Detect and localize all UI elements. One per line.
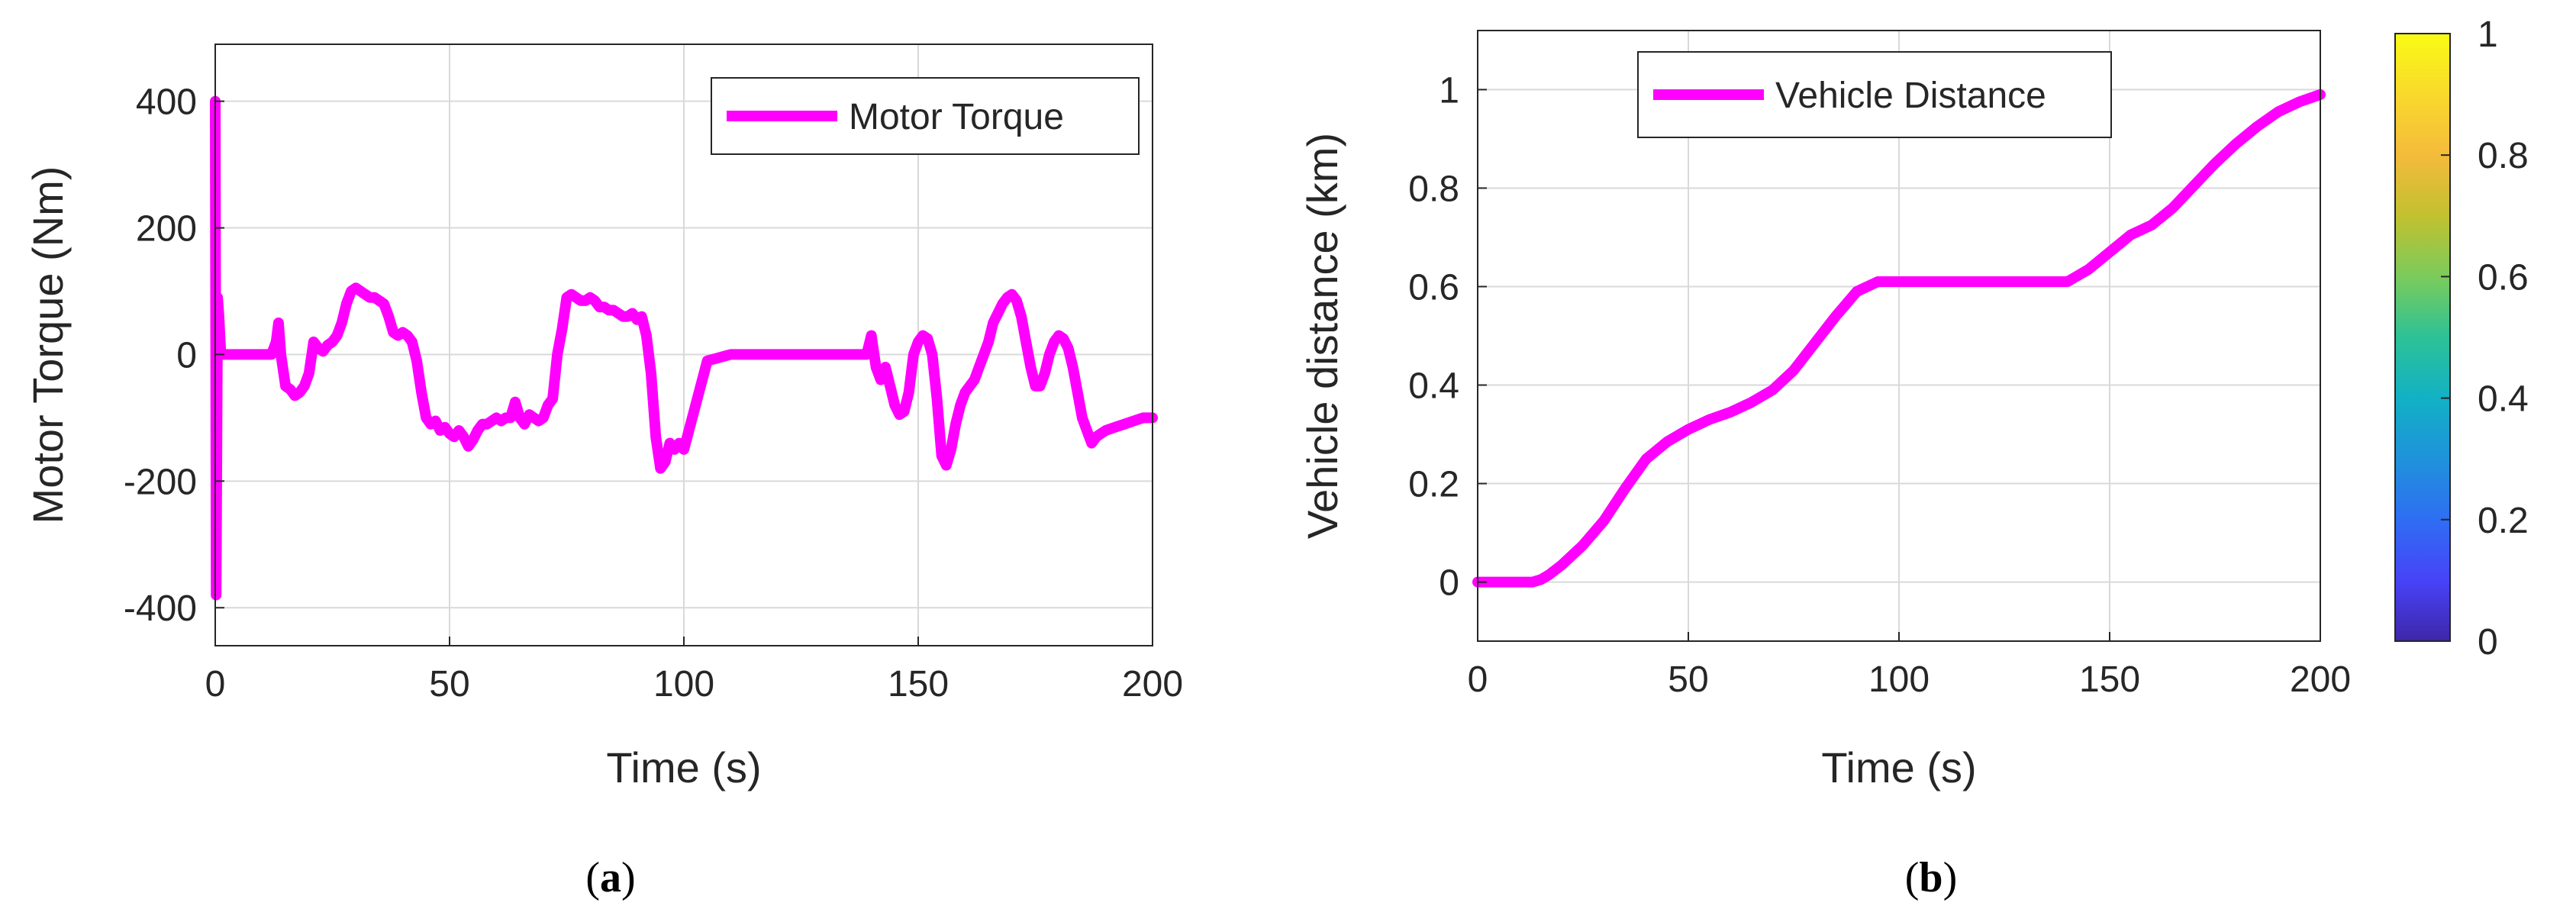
y-tick-label: 0.4 [1408, 366, 1459, 407]
y-tick-label: 0 [1439, 563, 1459, 604]
x-axis-label: Time (s) [1821, 743, 1976, 791]
x-axis-label: Time (s) [606, 743, 761, 791]
y-tick-label: 0.2 [1408, 465, 1459, 505]
y-tick-label: 0 [176, 335, 197, 376]
panel-caption: (a) [585, 854, 635, 901]
y-tick-label: 0.8 [1408, 169, 1459, 209]
y-tick-label: 0.6 [1408, 267, 1459, 308]
y-tick-label: 200 [136, 209, 197, 250]
colorbar-tick-label: 0.2 [2478, 501, 2529, 541]
x-tick-label: 150 [888, 664, 949, 704]
x-tick-label: 0 [205, 664, 226, 704]
legend: Motor Torque [711, 77, 1140, 155]
panel-caption: (b) [1905, 854, 1957, 901]
x-tick-label: 200 [2290, 659, 2351, 700]
legend-entry-label: Motor Torque [849, 97, 1064, 137]
x-tick-label: 50 [429, 664, 469, 704]
y-tick-label: -200 [124, 462, 197, 502]
y-tick-label: -400 [124, 588, 197, 629]
panel-b: 0 50 100 150 200 0 0.2 0.4 0.6 0.8 1 Time (s) Vehicl… [1298, 30, 2351, 901]
x-tick-label: 100 [1868, 659, 1930, 700]
legend-entry-label: Vehicle Distance [1775, 76, 2046, 116]
series-line-0 [210, 95, 1158, 601]
colorbar-gradient [2394, 33, 2451, 642]
colorbar-tick-label: 1 [2478, 15, 2498, 55]
x-tick-label: 0 [1468, 659, 1488, 700]
x-tick-label: 50 [1668, 659, 1708, 700]
x-tick-label: 100 [653, 664, 714, 704]
colorbar-tick-label: 0.6 [2478, 257, 2529, 298]
y-tick-label: 1 [1439, 70, 1459, 111]
colorbar-tick-label: 0.8 [2478, 136, 2529, 176]
panel-a: 0 50 100 150 200 -400 -200 0 200 400 Time (s) Motor… [24, 44, 1183, 901]
series-line-0 [1472, 89, 2326, 588]
y-axis-label: Vehicle distance (km) [1298, 133, 1346, 539]
legend: Vehicle Distance [1637, 51, 2112, 138]
y-tick-label: 400 [136, 82, 197, 123]
x-tick-label: 150 [2079, 659, 2140, 700]
colorbar-tick-label: 0.4 [2478, 379, 2529, 420]
y-axis-label: Motor Torque (Nm) [24, 166, 72, 524]
colorbar: 0 0.2 0.4 0.6 0.8 1 [2394, 15, 2529, 662]
x-tick-label: 200 [1122, 664, 1183, 704]
colorbar-tick-label: 0 [2478, 622, 2498, 662]
